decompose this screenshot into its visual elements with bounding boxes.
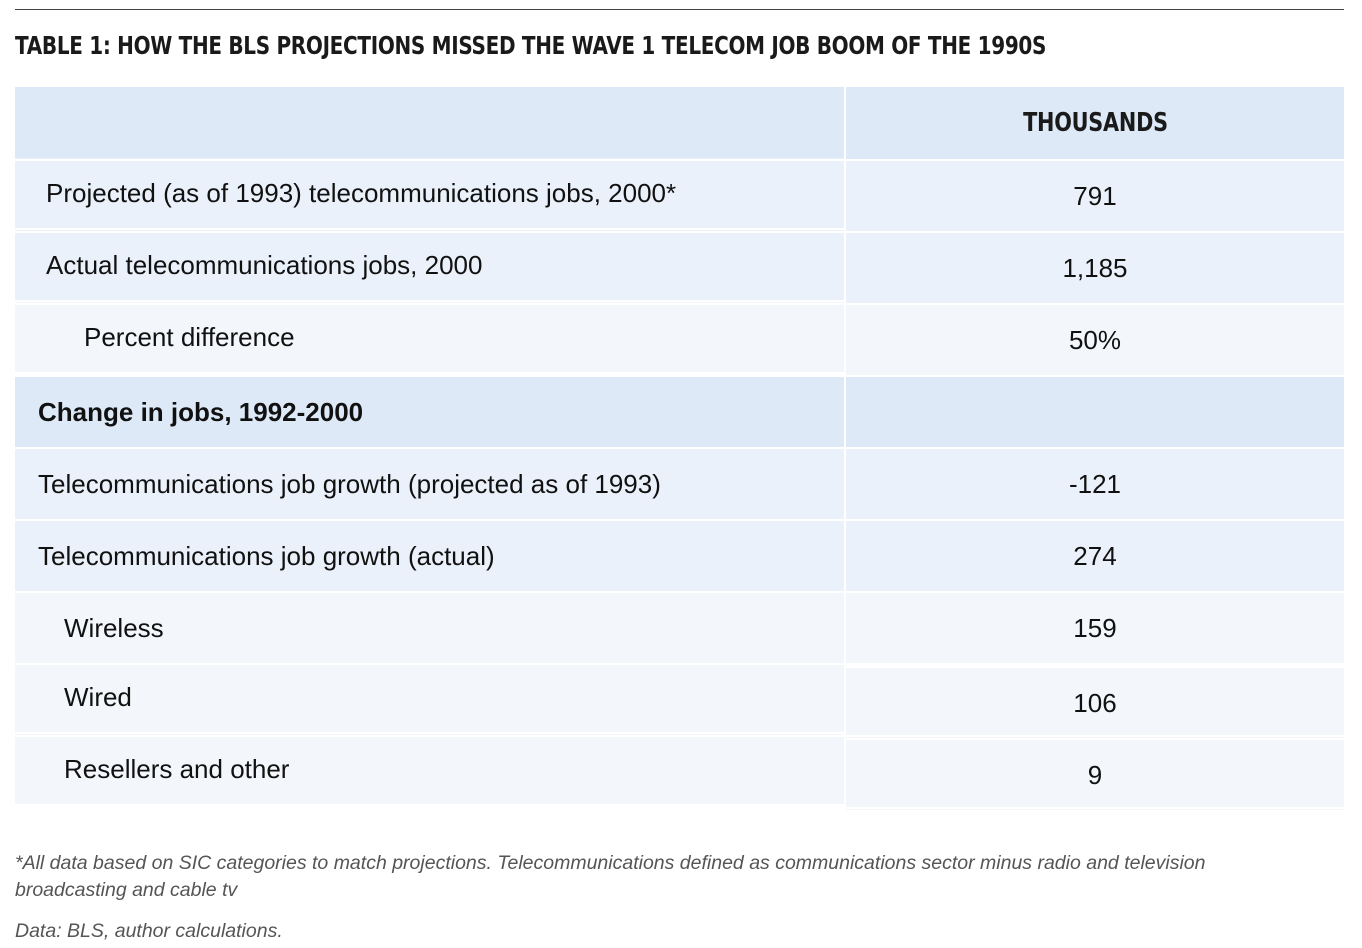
data-table: THOUSANDS Projected (as of 1993) telecom… — [15, 87, 1344, 809]
table-row: Actual telecommunications jobs, 2000 1,1… — [15, 229, 1344, 304]
section-header-row: Change in jobs, 1992-2000 — [15, 376, 1344, 448]
row-label: Resellers and other — [15, 733, 846, 805]
row-label: Actual telecommunications jobs, 2000 — [15, 229, 846, 301]
row-label: Projected (as of 1993) telecommunication… — [15, 157, 846, 229]
footnote: *All data based on SIC categories to mat… — [15, 852, 1206, 901]
table-header-row: THOUSANDS — [15, 87, 1344, 160]
row-value: 1,185 — [1062, 252, 1128, 283]
table-row: Percent difference 50% — [15, 301, 1344, 376]
row-value: -121 — [1068, 468, 1122, 499]
table-row: Wired 106 — [15, 661, 1344, 736]
row-label: Telecommunications job growth (actual) — [15, 520, 846, 592]
row-value: 274 — [1073, 540, 1117, 571]
table-row: Telecommunications job growth (projected… — [15, 448, 1344, 520]
row-value: 50% — [1068, 324, 1122, 355]
top-rule — [15, 9, 1344, 10]
header-blank-cell — [15, 87, 846, 160]
table-row: Resellers and other 9 — [15, 733, 1344, 808]
row-value: 9 — [1087, 759, 1103, 790]
table-row: Projected (as of 1993) telecommunication… — [15, 157, 1344, 232]
table-row: Wireless 159 — [15, 592, 1344, 664]
row-label: Percent difference — [15, 301, 846, 373]
table-row: Telecommunications job growth (actual) 2… — [15, 520, 1344, 592]
row-label: Wireless — [15, 592, 846, 664]
column-header-thousands: THOUSANDS — [1022, 108, 1168, 138]
row-label: Wired — [15, 661, 846, 733]
source-note: Data: BLS, author calculations. — [15, 920, 283, 942]
row-value: 791 — [1073, 180, 1117, 211]
row-label: Telecommunications job growth (projected… — [15, 448, 846, 520]
row-value: 106 — [1073, 687, 1117, 718]
row-value: 159 — [1073, 612, 1117, 643]
section-value — [845, 376, 1344, 448]
table-title: TABLE 1: HOW THE BLS PROJECTIONS MISSED … — [15, 31, 1047, 60]
section-label: Change in jobs, 1992-2000 — [15, 376, 846, 448]
